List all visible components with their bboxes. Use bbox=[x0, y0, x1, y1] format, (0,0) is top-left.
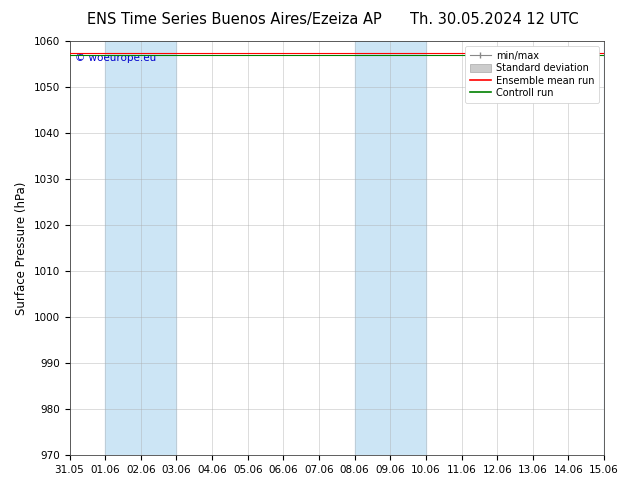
Bar bbox=[354, 41, 426, 455]
Text: Th. 30.05.2024 12 UTC: Th. 30.05.2024 12 UTC bbox=[410, 12, 579, 27]
Text: ENS Time Series Buenos Aires/Ezeiza AP: ENS Time Series Buenos Aires/Ezeiza AP bbox=[87, 12, 382, 27]
Bar bbox=[604, 41, 634, 455]
Y-axis label: Surface Pressure (hPa): Surface Pressure (hPa) bbox=[15, 181, 28, 315]
Legend: min/max, Standard deviation, Ensemble mean run, Controll run: min/max, Standard deviation, Ensemble me… bbox=[465, 46, 599, 103]
Bar bbox=[105, 41, 176, 455]
Text: © woeurope.eu: © woeurope.eu bbox=[75, 53, 156, 64]
